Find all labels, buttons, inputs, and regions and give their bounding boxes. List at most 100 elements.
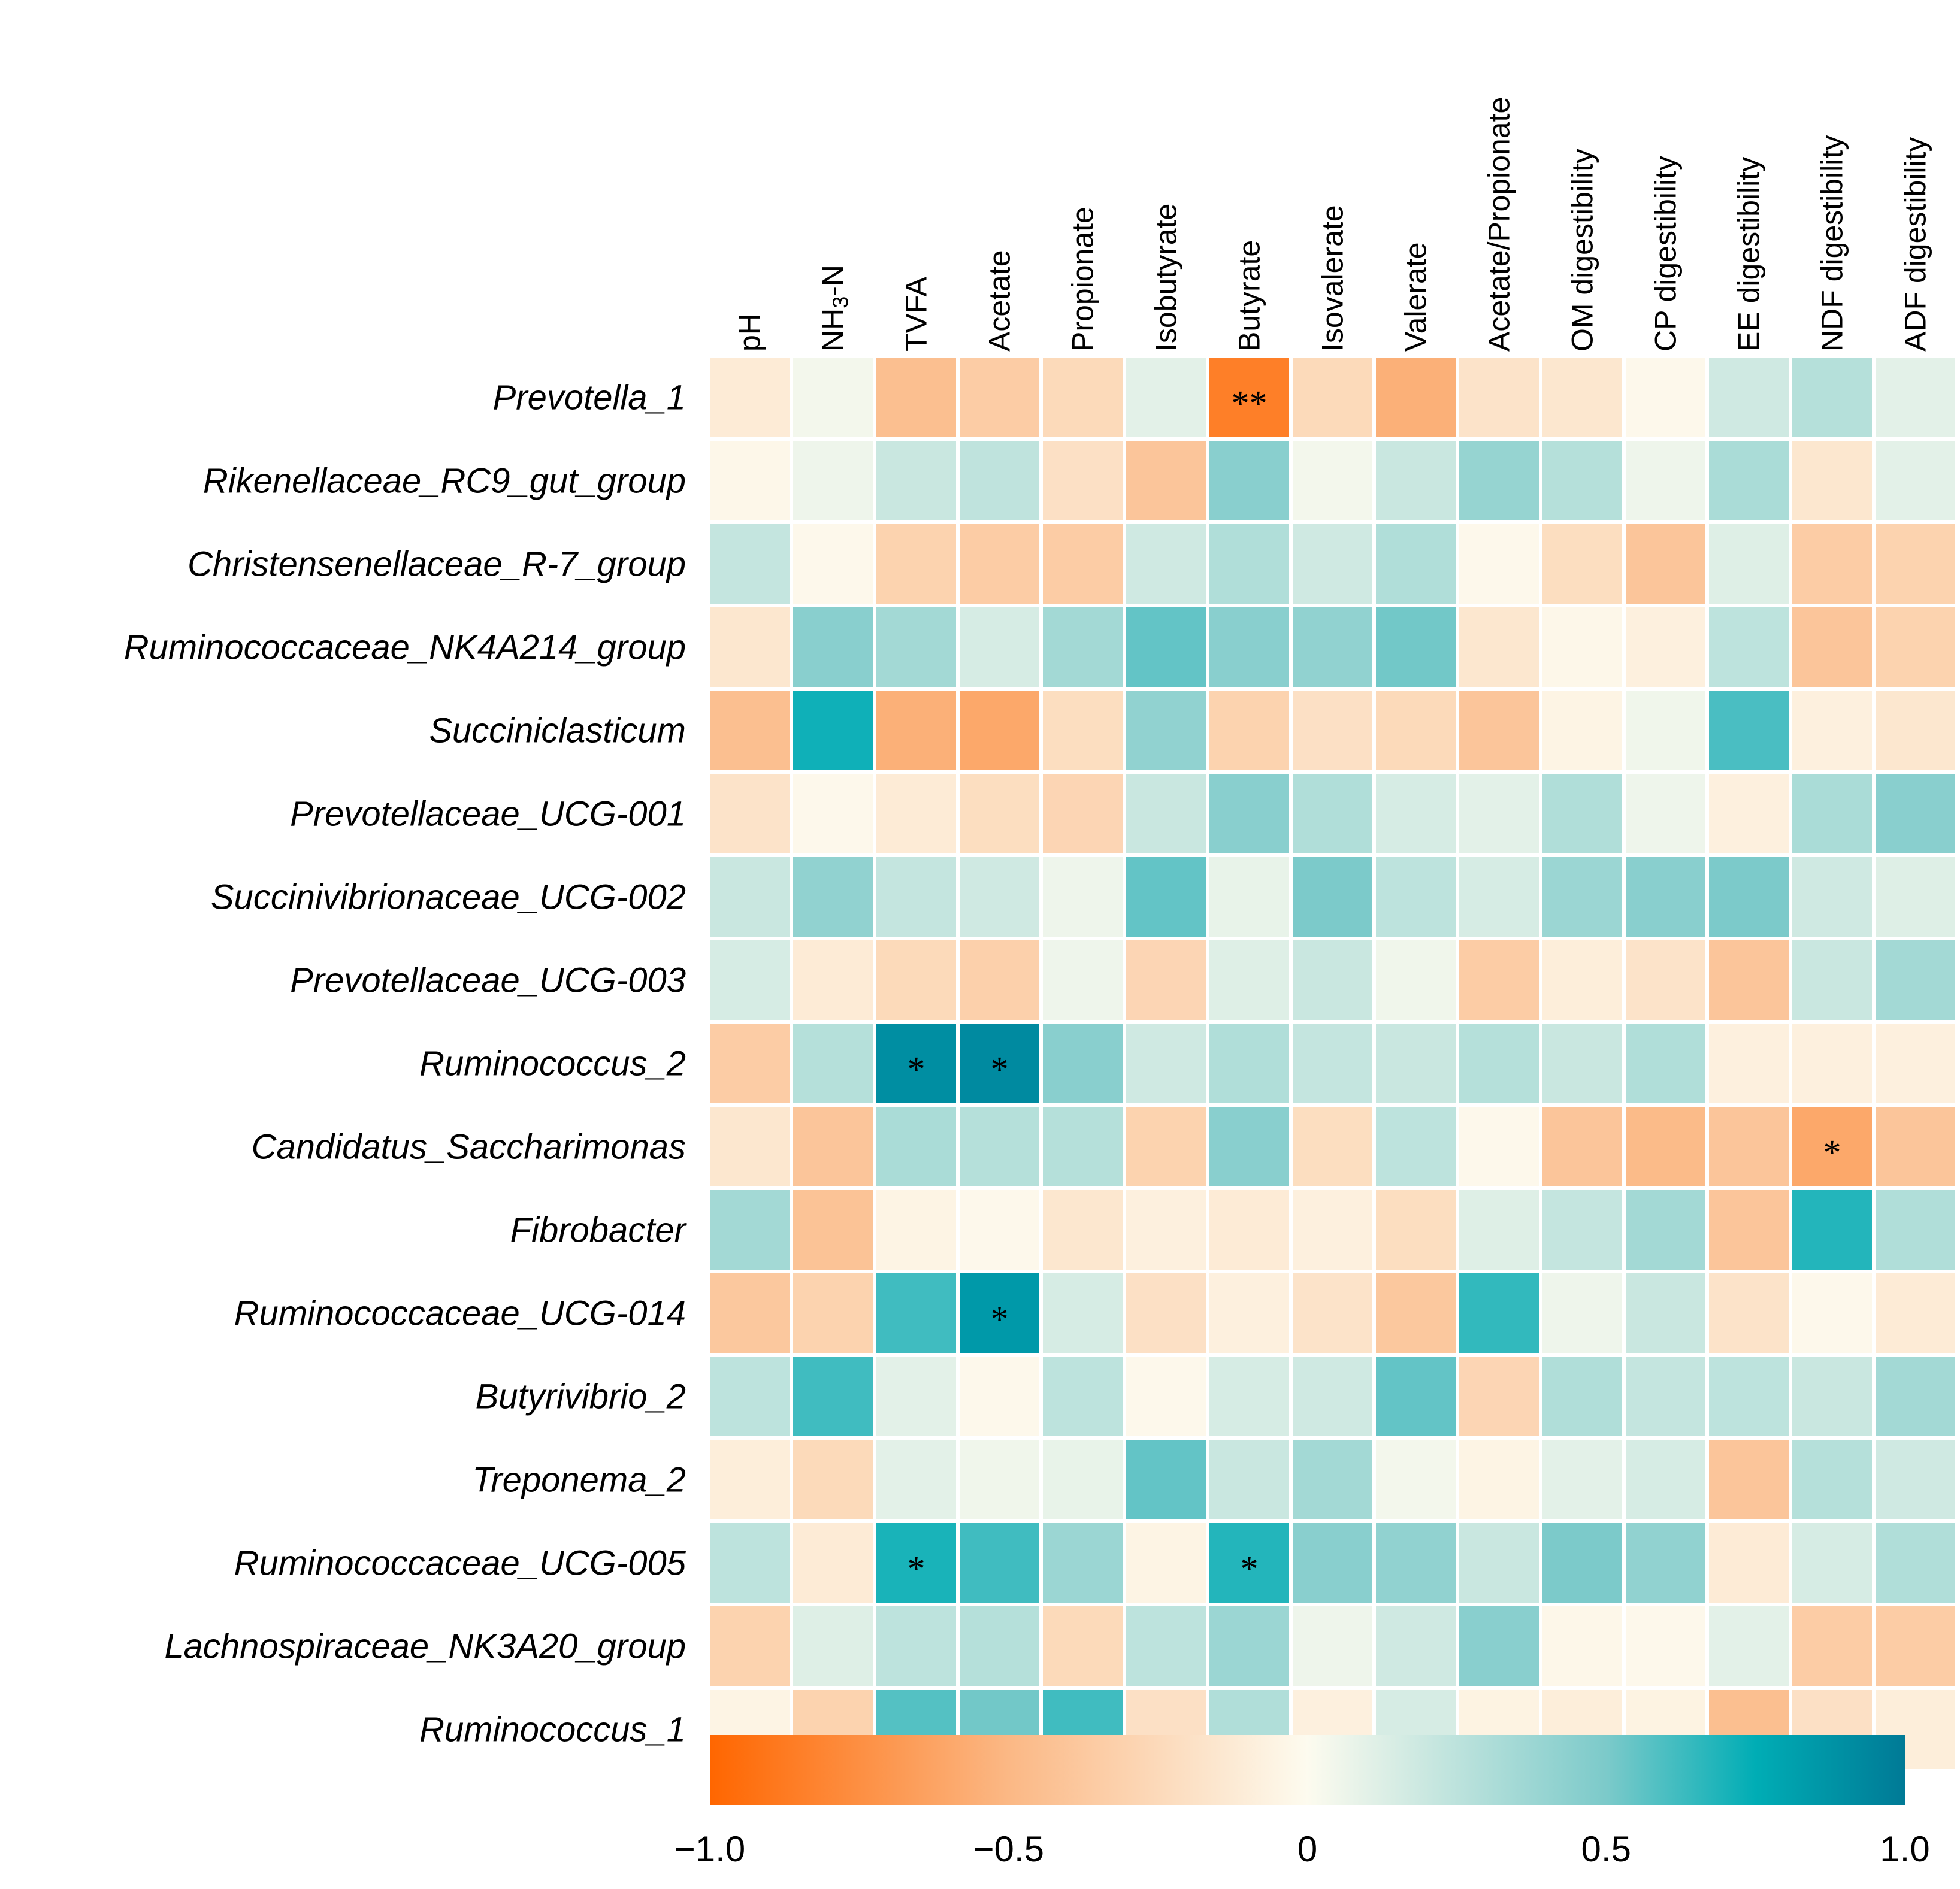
heatmap-cell: [1376, 774, 1456, 853]
heatmap-cell: [876, 1107, 956, 1186]
column-label-butyrate: Butyrate: [1233, 240, 1266, 352]
heatmap-cell: [1626, 1190, 1705, 1270]
heatmap-cell: [1626, 441, 1705, 520]
heatmap-cell: [1626, 607, 1705, 687]
heatmap-cell: [960, 607, 1039, 687]
heatmap-cell: [1209, 857, 1289, 937]
row-label-treponema-2: Treponema_2: [472, 1461, 686, 1500]
heatmap-cell: [1626, 524, 1705, 604]
row-label-prevotellaceae-ucg-003: Prevotellaceae_UCG-003: [290, 961, 686, 1000]
heatmap-cell: [710, 1357, 790, 1436]
row-label-succiniclasticum: Succiniclasticum: [429, 712, 686, 750]
heatmap-cell: [1709, 774, 1789, 853]
heatmap-cell: [1126, 1024, 1206, 1103]
heatmap-cell: [960, 857, 1039, 937]
column-label-isobutyrate: Isobutyrate: [1150, 204, 1183, 352]
heatmap-cell: [1126, 1357, 1206, 1436]
heatmap-cell: [1626, 857, 1705, 937]
heatmap-cell: [1459, 1024, 1539, 1103]
heatmap-cell: [1709, 1024, 1789, 1103]
heatmap-cell: [1126, 774, 1206, 853]
significance-marks: *** **** *: [908, 384, 1841, 1589]
heatmap-cell: [710, 1273, 790, 1353]
heatmap-cell: [1792, 1440, 1872, 1519]
heatmap-cell: [1876, 1024, 1955, 1103]
colorbar-gradient: [710, 1735, 1905, 1805]
heatmap-cell: [1792, 1107, 1872, 1186]
heatmap-cell: [1126, 358, 1206, 437]
heatmap-cell: [960, 691, 1039, 770]
heatmap-cell: [1876, 1357, 1955, 1436]
heatmap-cell: [1709, 940, 1789, 1020]
heatmap-cell: [960, 524, 1039, 604]
heatmap-cell: [960, 1273, 1039, 1353]
heatmap-cell: [1209, 441, 1289, 520]
heatmap-cell: [1293, 1606, 1372, 1686]
heatmap-cell: [1043, 857, 1123, 937]
heatmap-cell: [1209, 940, 1289, 1020]
heatmap-cell: [1459, 774, 1539, 853]
heatmap-cell: [1376, 1357, 1456, 1436]
heatmap-cell: [793, 1357, 873, 1436]
heatmap-cell: [1043, 940, 1123, 1020]
heatmap-cell: [1459, 857, 1539, 937]
heatmap-cell: [876, 1357, 956, 1436]
heatmap-cell: [710, 1606, 790, 1686]
heatmap-cell: [1376, 1440, 1456, 1519]
heatmap-cell: [1293, 1024, 1372, 1103]
heatmap-cell: [1709, 607, 1789, 687]
heatmap-cell: [1126, 607, 1206, 687]
heatmap-cell: [960, 940, 1039, 1020]
heatmap-cell: [1792, 358, 1872, 437]
colorbar-tick-labels: −1.0 −0.5 0 0.5 1.0: [674, 1829, 1930, 1869]
colorbar-tick-label: 0.5: [1581, 1829, 1631, 1869]
heatmap-cell: [876, 524, 956, 604]
heatmap-cell: [876, 1024, 956, 1103]
heatmap-cell: [1876, 940, 1955, 1020]
heatmap-cell: [1043, 774, 1123, 853]
heatmap-cell: [793, 358, 873, 437]
colorbar-tick-label: −1.0: [674, 1829, 745, 1869]
heatmap-cell: [1459, 358, 1539, 437]
heatmap-cell: [1542, 940, 1622, 1020]
heatmap-cell: [1626, 1440, 1705, 1519]
heatmap-cell: [793, 441, 873, 520]
heatmap-cell: [1043, 441, 1123, 520]
heatmap-cell: [793, 607, 873, 687]
heatmap-cell: [1376, 1107, 1456, 1186]
heatmap-cell: [1626, 1357, 1705, 1436]
significance-mark: **: [1232, 384, 1268, 423]
column-label-acetate: Acetate: [983, 250, 1017, 352]
heatmap-cell: [1126, 1107, 1206, 1186]
heatmap-cell: [793, 1107, 873, 1186]
heatmap-cell: [1043, 1357, 1123, 1436]
significance-mark: *: [991, 1050, 1009, 1089]
row-label-prevotellaceae-ucg-001: Prevotellaceae_UCG-001: [290, 795, 686, 834]
heatmap-cell: [1709, 441, 1789, 520]
heatmap-cell: [1542, 1273, 1622, 1353]
heatmap-cell: [960, 441, 1039, 520]
heatmap-cell: [960, 1523, 1039, 1603]
heatmap-cell: [1293, 857, 1372, 937]
heatmap-cell: [1293, 940, 1372, 1020]
heatmap-cell: [1542, 1440, 1622, 1519]
heatmap-cell: [1876, 774, 1955, 853]
column-label-tvfa: TVFA: [900, 276, 933, 352]
heatmap-cell: [1542, 1190, 1622, 1270]
heatmap-cell: [1876, 1273, 1955, 1353]
heatmap-cell: [876, 691, 956, 770]
heatmap-cell: [1126, 857, 1206, 937]
heatmap-cell: [1709, 1523, 1789, 1603]
heatmap-cell: [1293, 1440, 1372, 1519]
heatmap-cell: [1459, 1357, 1539, 1436]
row-label-rikenellaceae-rc9-gut-group: Rikenellaceae_RC9_gut_group: [203, 462, 686, 501]
heatmap-cell: [1709, 691, 1789, 770]
heatmap-cell: [1209, 1357, 1289, 1436]
heatmap-cell: [1876, 1190, 1955, 1270]
heatmap-cell: [960, 1107, 1039, 1186]
heatmap-cell: [1293, 358, 1372, 437]
significance-mark: *: [991, 1300, 1009, 1339]
heatmap-cell: [1209, 607, 1289, 687]
heatmap-cell: [1542, 691, 1622, 770]
